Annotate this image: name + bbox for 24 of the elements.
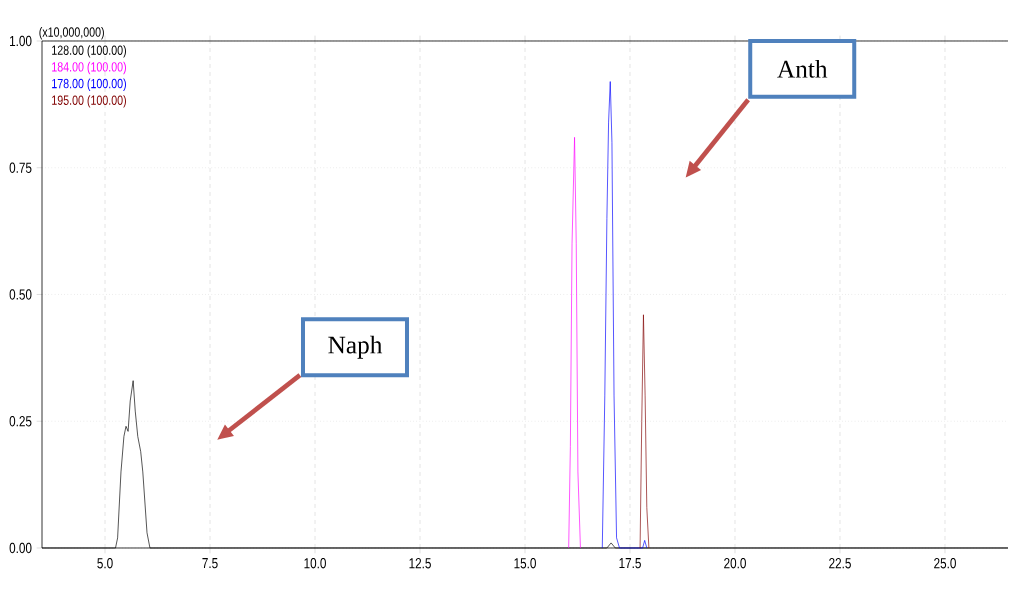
y-tick-label: 1.00 xyxy=(10,35,32,47)
y-tick-label: 0.00 xyxy=(9,542,32,554)
x-tick-label: 12.5 xyxy=(409,558,431,569)
text: (x10,000,000) xyxy=(39,26,104,40)
line-series xyxy=(568,136,581,549)
x-tick-label: 5.0 xyxy=(97,558,113,569)
text: 195.00 (100.00) xyxy=(52,95,126,108)
x-tick-label: 25.0 xyxy=(934,558,956,569)
x-tick-label: 15.0 xyxy=(514,558,536,569)
text: 178.00 (100.00) xyxy=(52,78,126,91)
x-tick-label: 17.5 xyxy=(619,558,641,569)
annotation: Anth xyxy=(777,59,828,78)
line-series xyxy=(601,81,648,549)
x-tick-label: 22.5 xyxy=(829,558,851,569)
y-tick-label: 0.75 xyxy=(9,162,32,173)
line-series xyxy=(639,314,650,549)
x-tick-label: 10.0 xyxy=(304,558,326,569)
text: 128.00 (100.00) xyxy=(52,45,126,58)
x-tick-label: 20.0 xyxy=(724,558,746,569)
y-tick-label: 0.25 xyxy=(9,416,32,427)
annotation: Naph xyxy=(328,335,383,359)
y-tick-label: 0.50 xyxy=(9,289,32,300)
x-tick-label: 7.5 xyxy=(202,558,218,569)
text: 184.00 (100.00) xyxy=(52,61,126,75)
